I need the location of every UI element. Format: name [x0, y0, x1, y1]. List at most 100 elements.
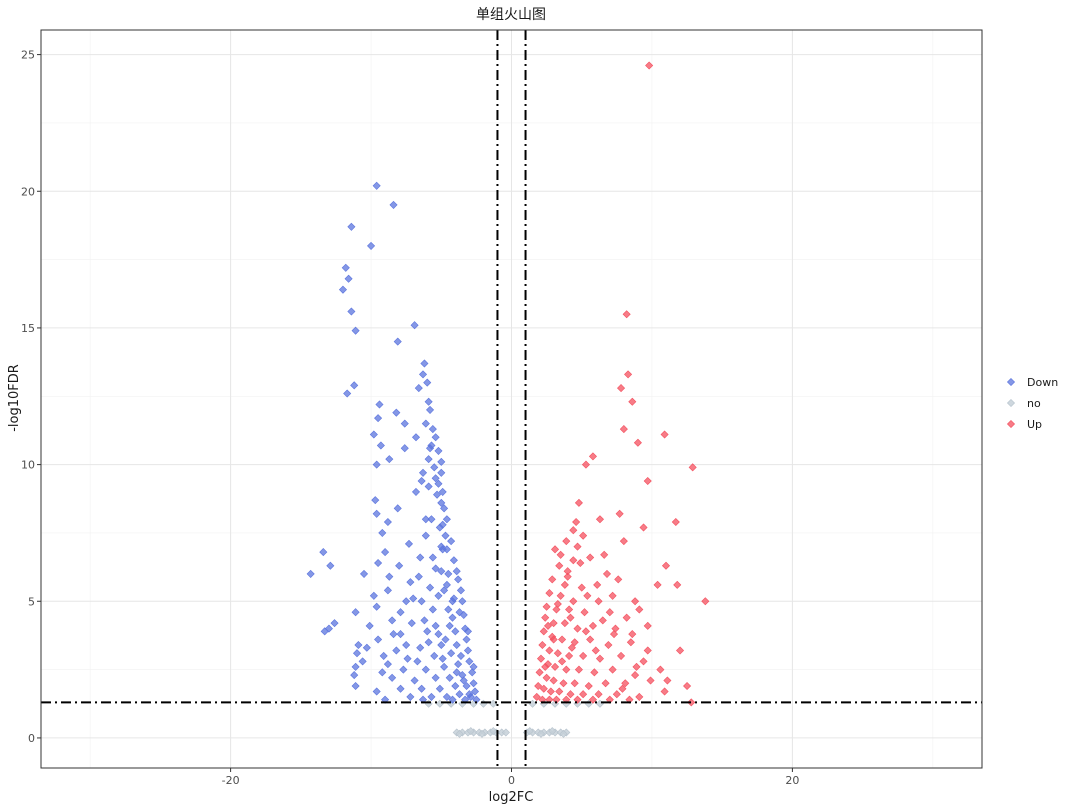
- point-down: [438, 654, 447, 663]
- point-up: [541, 613, 550, 622]
- point-down: [424, 482, 433, 491]
- point-down: [399, 665, 408, 674]
- point-down: [409, 594, 418, 603]
- point-up: [563, 572, 572, 581]
- point-down: [421, 419, 430, 428]
- legend-label-down: Down: [1027, 376, 1058, 389]
- point-down: [411, 487, 421, 496]
- point-down: [423, 378, 432, 387]
- point-up: [593, 580, 602, 589]
- grid-lines: [41, 30, 982, 768]
- point-up: [617, 384, 626, 393]
- point-down: [441, 635, 450, 644]
- point-up: [615, 509, 624, 518]
- point-up: [661, 561, 671, 570]
- point-no: [559, 729, 568, 738]
- point-down: [350, 381, 359, 390]
- point-up: [553, 649, 562, 658]
- point-down: [418, 468, 428, 477]
- point-up: [565, 651, 574, 660]
- point-down: [372, 687, 381, 696]
- point-down: [341, 263, 350, 272]
- point-up: [551, 662, 560, 671]
- point-down: [388, 673, 397, 682]
- point-down: [338, 285, 347, 294]
- x-tick-label: 20: [785, 774, 799, 787]
- point-down: [437, 567, 446, 576]
- point-up: [621, 679, 630, 688]
- point-up: [660, 687, 669, 696]
- point-up: [549, 676, 558, 685]
- point-down: [462, 635, 471, 644]
- point-up: [608, 591, 617, 600]
- point-down: [319, 548, 328, 557]
- point-down: [372, 460, 381, 469]
- point-up: [687, 698, 696, 707]
- point-down: [418, 370, 428, 379]
- point-down: [383, 660, 392, 669]
- point-up: [574, 665, 583, 674]
- point-up: [594, 690, 603, 699]
- point-up: [631, 597, 640, 606]
- legend-label-up: Up: [1027, 418, 1042, 431]
- point-up: [643, 646, 652, 655]
- point-down: [420, 616, 429, 625]
- point-down: [350, 671, 359, 680]
- point-down: [469, 679, 478, 688]
- point-up: [551, 545, 560, 554]
- chart-title: 单组火山图: [476, 7, 546, 23]
- point-down: [362, 643, 371, 652]
- point-down: [400, 444, 409, 453]
- point-down: [351, 681, 360, 691]
- legend-key-down: [1006, 377, 1016, 387]
- y-tick-label: 10: [21, 459, 35, 472]
- point-down: [369, 591, 378, 600]
- point-up: [570, 638, 579, 647]
- point-down: [426, 583, 435, 592]
- point-up: [565, 605, 574, 614]
- point-up: [534, 681, 543, 691]
- point-up: [570, 679, 579, 688]
- point-up: [556, 550, 565, 559]
- point-no: [548, 727, 557, 736]
- point-down: [343, 389, 352, 398]
- point-down: [372, 602, 381, 611]
- point-down: [351, 608, 360, 617]
- point-down: [452, 567, 461, 576]
- point-down: [352, 649, 362, 658]
- point-down: [434, 630, 443, 639]
- point-down: [417, 597, 426, 606]
- point-down: [428, 605, 437, 614]
- legend-key-up: [1006, 419, 1016, 429]
- x-tick-label: -20: [222, 774, 240, 787]
- threshold-lines: [41, 30, 982, 768]
- point-down: [376, 441, 385, 450]
- point-down: [452, 640, 461, 650]
- point-down: [396, 630, 405, 639]
- point-down: [434, 591, 443, 600]
- point-no: [536, 729, 546, 738]
- point-up: [639, 657, 648, 666]
- point-down: [459, 676, 468, 685]
- point-down: [371, 496, 380, 505]
- point-down: [424, 638, 433, 647]
- point-down: [369, 430, 378, 439]
- point-down: [428, 425, 437, 434]
- point-down: [392, 408, 401, 417]
- point-down: [423, 627, 432, 636]
- point-down: [438, 487, 447, 496]
- point-up: [591, 646, 600, 655]
- point-down: [434, 446, 443, 455]
- point-up: [598, 616, 607, 625]
- point-down: [431, 474, 440, 483]
- point-down: [427, 692, 436, 701]
- point-up: [555, 561, 564, 570]
- point-down: [416, 553, 425, 562]
- point-down: [374, 635, 383, 644]
- point-down: [385, 455, 394, 464]
- point-up: [577, 583, 586, 592]
- point-up: [569, 526, 578, 535]
- point-up: [581, 627, 590, 636]
- point-down: [463, 627, 472, 636]
- point-up: [671, 517, 680, 527]
